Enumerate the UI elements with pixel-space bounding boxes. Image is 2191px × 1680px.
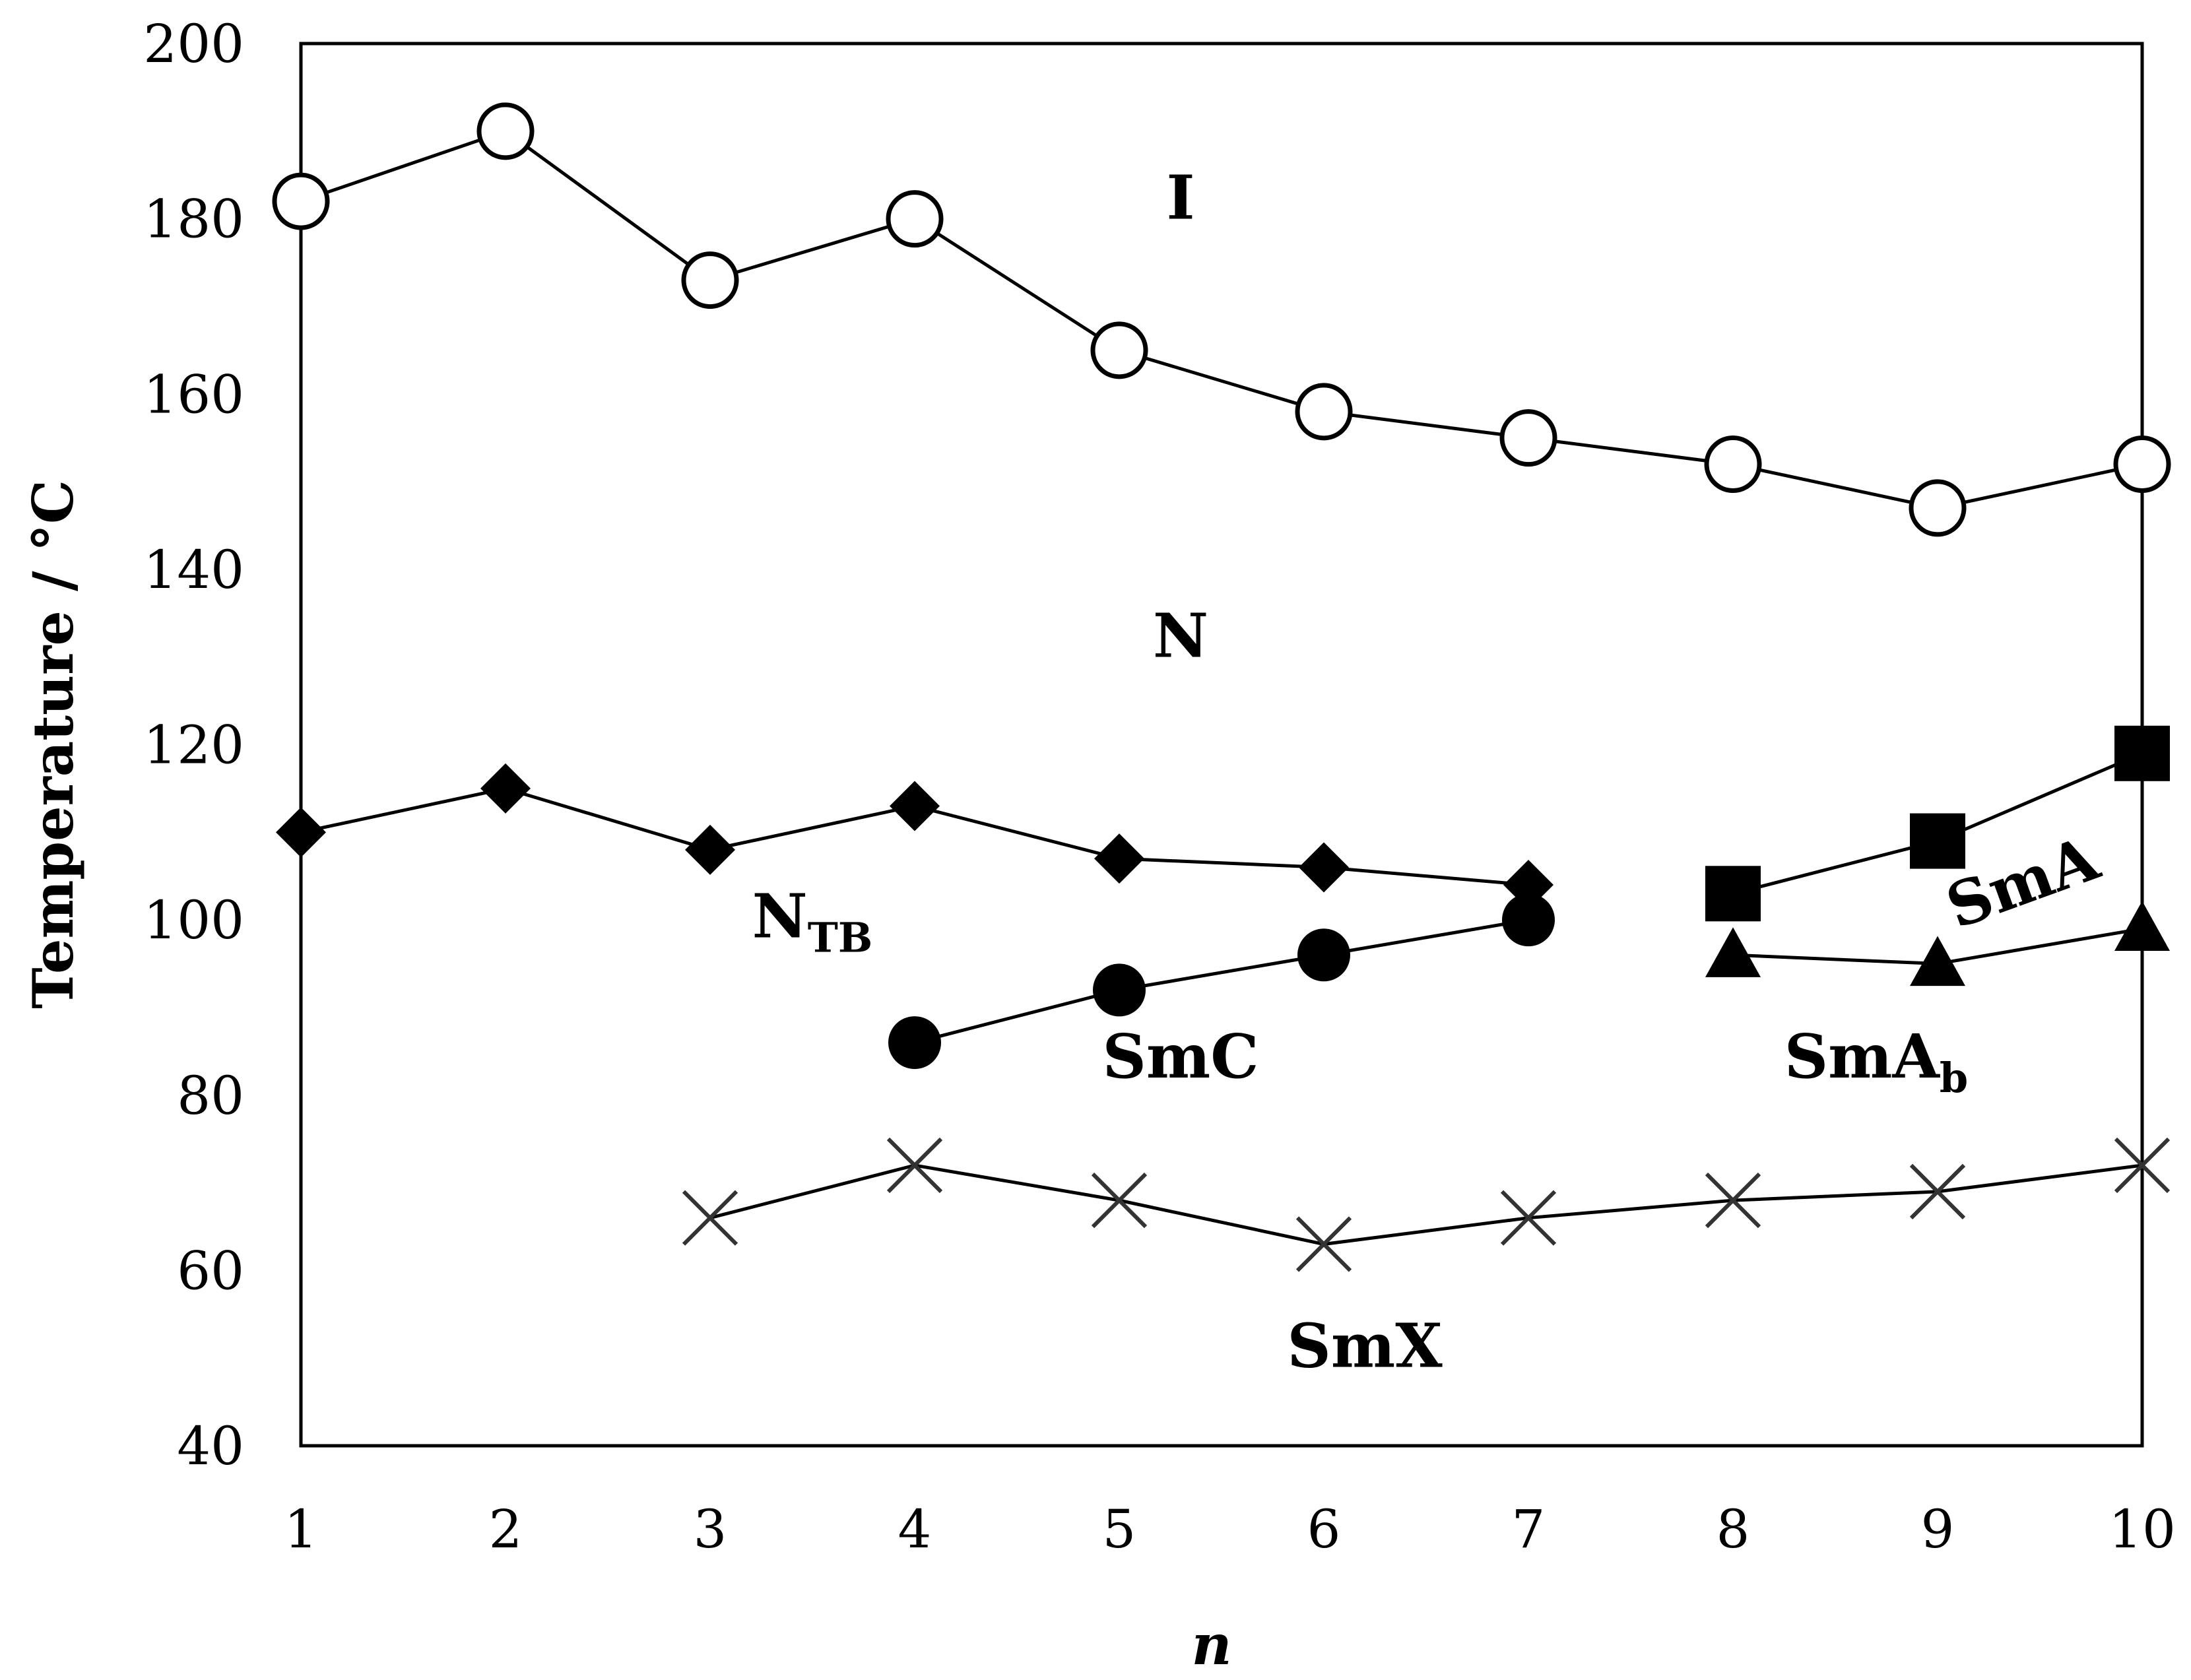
- data-point-open-circle: [886, 190, 944, 248]
- region-label: SmX: [1287, 1310, 1443, 1381]
- data-point-open-circle: [476, 102, 535, 160]
- series-open-circle-line: [300, 129, 2143, 510]
- x-tick-label: 3: [694, 1499, 727, 1560]
- data-point-open-circle: [1704, 436, 1762, 493]
- y-tick-label: 140: [143, 539, 244, 600]
- data-point-cross: [1909, 1163, 1966, 1219]
- series-filled-circle-line: [914, 918, 1529, 1045]
- y-tick-label: 80: [177, 1065, 244, 1126]
- data-point-filled-triangle: [1910, 936, 1965, 986]
- data-point-filled-square: [1910, 813, 1965, 869]
- data-point-cross: [2114, 1137, 2171, 1194]
- data-point-open-circle: [272, 172, 330, 230]
- region-label: NTB: [752, 881, 873, 962]
- series-markers: [272, 102, 2171, 1272]
- region-label: SmAb: [1784, 1021, 1969, 1102]
- y-tick-label: 40: [177, 1415, 244, 1477]
- data-point-filled-diamond: [1094, 833, 1144, 884]
- data-point-filled-diamond: [276, 807, 326, 858]
- data-point-open-circle: [1909, 479, 1967, 537]
- x-tick-label: 4: [898, 1499, 932, 1560]
- y-tick-label: 120: [143, 715, 244, 776]
- y-tick-label: 100: [143, 889, 244, 951]
- data-point-filled-diamond: [1299, 842, 1349, 893]
- data-point-filled-circle: [1502, 893, 1555, 947]
- data-point-filled-diamond: [890, 781, 940, 831]
- data-point-cross: [1705, 1173, 1761, 1229]
- data-point-filled-square: [2114, 725, 2170, 781]
- data-point-open-circle: [1295, 383, 1353, 441]
- data-point-cross: [1500, 1190, 1557, 1246]
- x-tick-label: 10: [2109, 1499, 2176, 1560]
- x-tick-label: 7: [1512, 1499, 1546, 1560]
- data-point-cross: [886, 1137, 943, 1194]
- data-point-filled-circle: [1093, 963, 1146, 1017]
- data-point-open-circle: [1090, 321, 1148, 379]
- x-tick-label: 8: [1717, 1499, 1750, 1560]
- data-point-open-circle: [2113, 436, 2171, 493]
- data-point-cross: [682, 1190, 738, 1246]
- x-tick-label: 5: [1103, 1499, 1136, 1560]
- data-point-cross: [1295, 1216, 1352, 1272]
- y-axis-title: Temperature / °C: [20, 480, 86, 1009]
- region-label: SmC: [1102, 1021, 1259, 1092]
- x-tick-label: 2: [489, 1499, 523, 1560]
- x-tick-label: 9: [1921, 1499, 1955, 1560]
- region-label: N: [1153, 600, 1208, 672]
- data-point-filled-circle: [1297, 928, 1350, 982]
- x-axis-title: n: [1191, 1612, 1231, 1677]
- region-label: I: [1166, 162, 1194, 234]
- x-tick-labels: 1 2 3 4 5 6 7 8 9 10: [284, 1499, 2176, 1560]
- plot-frame: [299, 42, 2144, 1448]
- data-point-filled-square: [1705, 866, 1761, 922]
- data-point-filled-triangle: [1705, 927, 1761, 977]
- data-point-filled-diamond: [480, 763, 531, 814]
- data-point-open-circle: [1499, 409, 1557, 467]
- y-tick-label: 180: [143, 189, 244, 250]
- y-tick-label: 200: [143, 13, 244, 75]
- data-point-filled-triangle: [2114, 901, 2170, 952]
- series-cross-line: [709, 1163, 2143, 1246]
- y-tick-labels: 40 60 80 100 120 140 160 180 200: [143, 13, 244, 1477]
- data-point-cross: [1091, 1173, 1148, 1229]
- data-point-filled-diamond: [685, 824, 735, 875]
- x-tick-label: 1: [284, 1499, 318, 1560]
- data-point-open-circle: [681, 251, 739, 309]
- y-tick-label: 160: [143, 364, 244, 425]
- x-tick-label: 6: [1307, 1499, 1341, 1560]
- y-tick-label: 60: [177, 1240, 244, 1301]
- data-point-filled-circle: [888, 1016, 941, 1070]
